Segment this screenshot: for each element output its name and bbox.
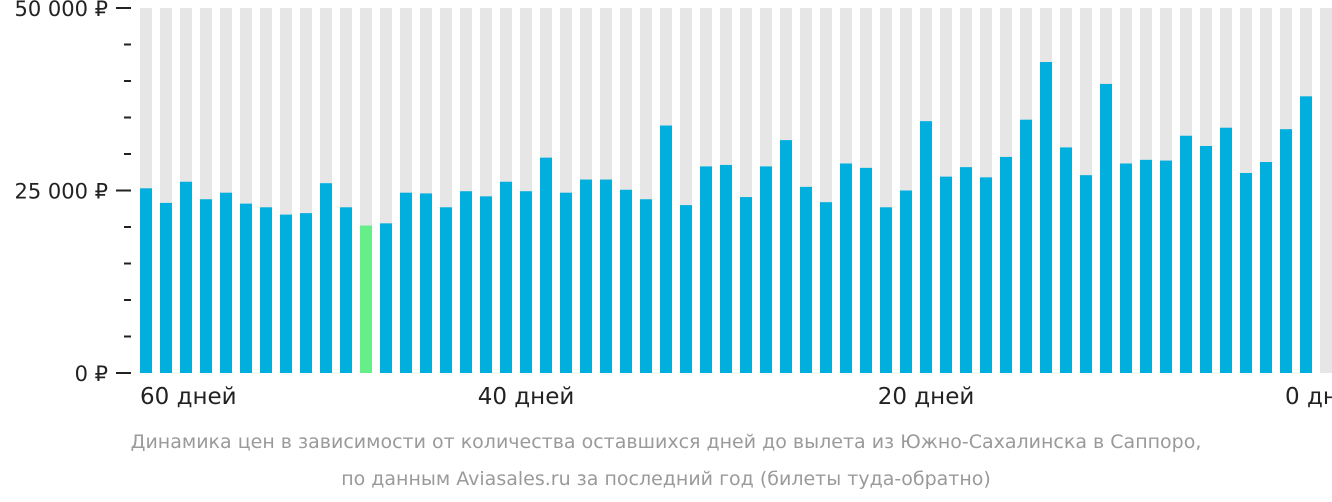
bar [660,125,672,373]
bar [980,177,992,373]
bar [260,207,272,373]
bar [760,166,772,373]
bar [180,181,192,373]
bar [1040,62,1052,374]
caption-line-1: Динамика цен в зависимости от количества… [130,431,1202,453]
x-axis: 60 дней 40 дней 20 дней 0 дней [140,384,1332,410]
bar [1000,156,1012,373]
bar [880,207,892,373]
bar [1300,96,1312,373]
bar [220,192,232,373]
bar [940,176,952,373]
bar [460,191,472,373]
x-tick-label: 40 дней [478,384,575,410]
bar [1220,127,1232,373]
bar [160,202,172,373]
bar [520,191,532,373]
bar [820,202,832,373]
bar [1260,162,1272,373]
bar [1120,163,1132,373]
bar [600,179,612,373]
bar [500,181,512,373]
bar [480,196,492,373]
bar [440,207,452,373]
caption-line-2: по данным Aviasales.ru за последний год … [341,468,991,490]
bar [860,167,872,373]
x-tick-label: 60 дней [140,384,237,410]
bar [340,207,352,373]
bar [1080,175,1092,373]
bar [700,166,712,373]
bar [280,214,292,373]
y-tick-label: 25 000 ₽ [14,180,108,204]
bar [1160,160,1172,373]
background-columns [140,8,1332,373]
bar [960,167,972,373]
bar [800,186,812,373]
bar [1280,129,1292,373]
bar [1060,147,1072,373]
bar [1100,83,1112,374]
bar [680,205,692,373]
bar [580,179,592,373]
y-axis: 0 ₽ 25 000 ₽ 50 000 ₽ [14,0,131,386]
bar [380,223,392,373]
bar [1180,135,1192,373]
bar [300,213,312,373]
bar [1240,172,1252,373]
bar [840,163,852,373]
bar [1200,145,1212,373]
x-tick-label: 20 дней [878,384,975,410]
bar-cheapest [360,225,372,373]
bar [1020,119,1032,373]
bar [540,157,552,373]
background-column [1320,8,1332,373]
bar [240,203,252,373]
bars [140,62,1312,374]
bar [780,140,792,373]
bar [200,199,212,373]
y-tick-label: 0 ₽ [75,362,108,386]
bar [140,188,152,373]
bar [720,164,732,373]
bar [620,189,632,373]
y-tick-label: 50 000 ₽ [14,0,108,21]
bar [1140,159,1152,373]
bar [400,192,412,373]
bar [560,192,572,373]
x-tick-label: 0 дней [1285,384,1332,410]
bar [920,121,932,374]
price-chart: 0 ₽ 25 000 ₽ 50 000 ₽ 60 дней 40 дней 20 дне… [14,0,1332,410]
bar [320,183,332,373]
bar [420,193,432,373]
bar [740,197,752,373]
bar [900,190,912,373]
bar [640,199,652,373]
